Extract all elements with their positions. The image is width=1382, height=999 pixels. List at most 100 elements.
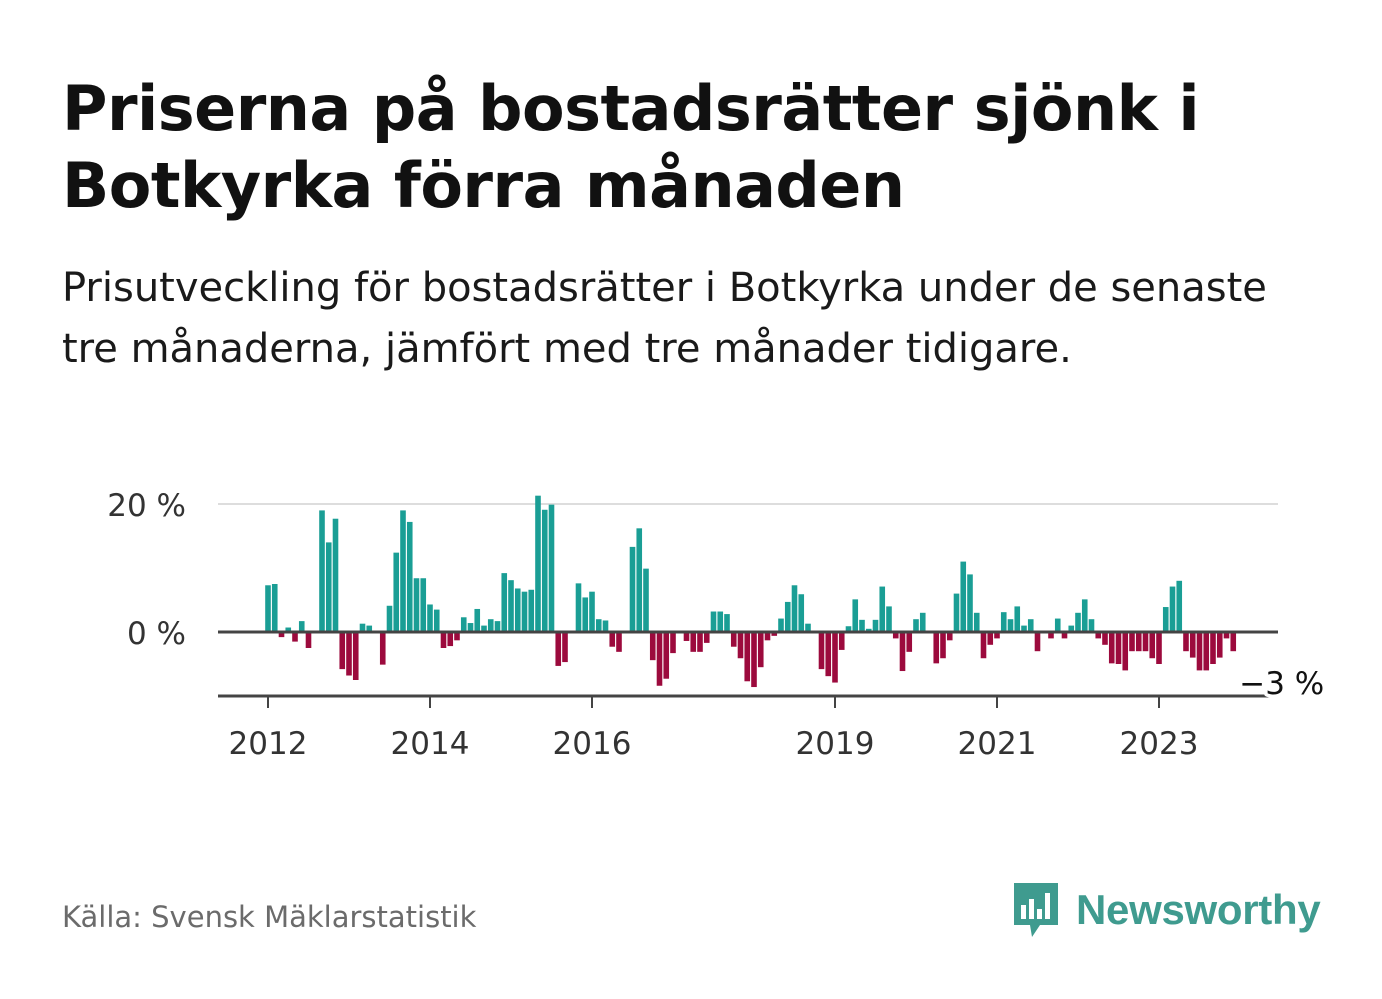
bar — [1081, 599, 1088, 632]
bar — [899, 632, 906, 672]
label-layer: 0 % 20 % 2012 2014 2016 2019 2021 2023 −3 % — [107, 488, 1328, 762]
bar — [454, 632, 460, 641]
bar — [541, 509, 548, 632]
bar — [771, 632, 778, 636]
bar — [838, 632, 845, 650]
bar — [1095, 632, 1102, 639]
axis-layer — [218, 630, 1278, 708]
bar — [514, 588, 521, 632]
bar — [670, 632, 676, 654]
bar — [528, 589, 535, 632]
bar — [1183, 632, 1189, 652]
bar — [994, 632, 1000, 639]
bar — [832, 632, 838, 683]
bar — [805, 623, 811, 632]
bar — [271, 584, 278, 632]
bar — [784, 601, 791, 632]
bar — [1088, 619, 1095, 632]
bar — [1203, 632, 1210, 671]
bar — [636, 528, 643, 632]
bar — [1014, 606, 1021, 632]
bar — [508, 580, 514, 632]
bar — [400, 510, 406, 632]
bar — [609, 632, 616, 647]
x-tick-label: 2014 — [391, 726, 470, 762]
chart-title: Priserna på bostadsrätter sjönk i Botkyr… — [62, 72, 1200, 222]
bar — [1075, 612, 1081, 632]
bar — [656, 632, 663, 686]
bar — [440, 632, 447, 648]
newsworthy-logo-icon — [1014, 883, 1058, 937]
bar — [1102, 632, 1108, 645]
bar — [1210, 632, 1216, 664]
bar — [778, 618, 784, 632]
x-tick-label: 2021 — [958, 726, 1037, 762]
bar — [1021, 625, 1027, 632]
bar — [292, 632, 298, 642]
bar — [379, 632, 386, 665]
bar — [494, 621, 501, 632]
bar — [663, 632, 670, 679]
bar — [818, 632, 825, 670]
bar — [751, 632, 757, 688]
bar — [1034, 632, 1041, 652]
bar — [717, 611, 724, 632]
bar — [352, 632, 359, 680]
bar — [892, 632, 899, 639]
bar — [649, 632, 656, 661]
bar — [919, 612, 926, 632]
bar — [535, 495, 541, 632]
bar — [521, 591, 528, 632]
x-tick-label: 2012 — [229, 726, 308, 762]
bar — [865, 628, 872, 632]
y-tick-label: 20 % — [107, 488, 186, 524]
bar — [940, 632, 946, 659]
bar — [1189, 632, 1196, 658]
bar — [1000, 612, 1007, 632]
bar — [724, 614, 730, 632]
bar — [548, 504, 555, 632]
bar — [285, 627, 292, 632]
bar — [1169, 586, 1176, 632]
bar — [980, 632, 987, 659]
bar — [987, 632, 994, 645]
bar — [589, 591, 595, 632]
x-tick-label: 2016 — [553, 726, 632, 762]
bar — [575, 583, 582, 632]
bar — [1230, 632, 1237, 652]
bar — [710, 611, 717, 632]
bar — [697, 632, 703, 652]
bar — [933, 632, 940, 664]
bar — [1115, 632, 1122, 664]
bar — [474, 608, 481, 632]
bar — [879, 586, 886, 632]
bar — [913, 619, 919, 632]
bar — [433, 609, 440, 632]
bar — [582, 597, 589, 632]
newsworthy-logo[interactable]: Newsworthy — [1010, 878, 1321, 942]
bar — [265, 585, 271, 632]
bar — [1054, 618, 1061, 632]
bar — [386, 605, 393, 632]
bar — [1122, 632, 1129, 671]
bar — [973, 612, 980, 632]
bar — [1142, 632, 1149, 652]
bar — [643, 568, 649, 632]
bar — [413, 578, 420, 632]
bar — [595, 619, 602, 632]
y-tick-label: 0 % — [127, 616, 186, 652]
bar — [467, 623, 474, 632]
bar — [346, 632, 352, 676]
bar — [393, 552, 400, 632]
bar — [1007, 619, 1014, 632]
bar — [1149, 632, 1156, 659]
bar — [798, 594, 805, 632]
bar — [960, 561, 967, 632]
bar — [825, 632, 832, 677]
bar — [703, 632, 710, 643]
bar — [744, 632, 751, 682]
bar — [852, 599, 859, 632]
bar — [1156, 632, 1162, 664]
source-note: Källa: Svensk Mäklarstatistik — [62, 900, 477, 934]
bar — [366, 625, 373, 632]
